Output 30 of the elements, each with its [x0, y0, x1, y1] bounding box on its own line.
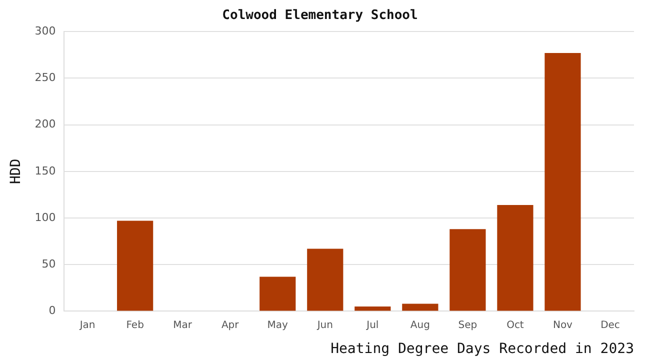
x-tick-label: Feb [126, 320, 144, 331]
bar [497, 204, 534, 311]
y-tick-label: 0 [48, 304, 56, 318]
y-tick-label: 250 [34, 71, 56, 84]
bar [117, 220, 154, 311]
y-tick-label: 50 [42, 257, 56, 270]
x-tick-label: Dec [600, 320, 620, 331]
x-tick-label: Nov [552, 320, 573, 331]
x-tick-label: Apr [221, 320, 240, 331]
x-tick-label: Oct [506, 320, 524, 331]
x-tick-label: Jan [78, 320, 96, 331]
y-tick-label: 200 [34, 118, 56, 131]
bar [544, 53, 581, 311]
bar [450, 229, 486, 311]
bar [260, 276, 296, 311]
chart-title: Colwood Elementary School [222, 8, 418, 24]
x-axis-title: Heating Degree Days Recorded in 2023 [330, 341, 634, 358]
x-tick-label: Aug [410, 320, 430, 331]
y-axis-title: HDD [8, 158, 24, 184]
bar [307, 248, 344, 311]
x-tick-label: Jun [316, 320, 333, 331]
y-tick-label: 100 [34, 210, 56, 224]
x-tick-label: May [267, 320, 288, 331]
y-tick-label: 300 [34, 24, 56, 38]
bar [402, 304, 438, 311]
x-tick-label: Mar [173, 320, 193, 331]
y-tick-label: 150 [34, 164, 56, 178]
bar [354, 306, 391, 311]
x-tick-label: Sep [458, 320, 478, 331]
x-tick-label: Jul [366, 320, 379, 331]
